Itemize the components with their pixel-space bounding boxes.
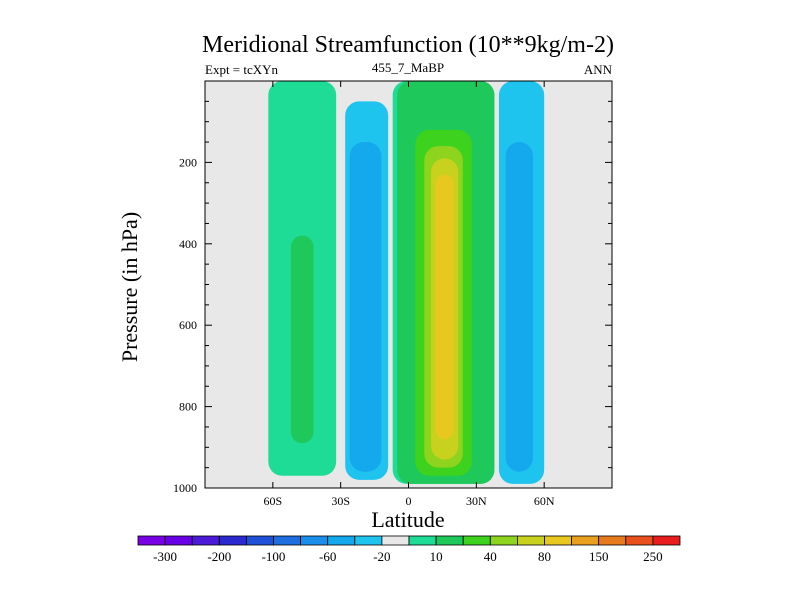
colorbar-swatch [435,535,464,546]
y-tick-label: 600 [179,318,197,332]
x-tick-label: 60N [534,494,555,508]
colorbar-label: 80 [538,549,551,564]
x-axis-label: Latitude [371,507,444,532]
contour-fill-11 [505,142,533,472]
contour-fills [268,81,545,484]
chart-title: Meridional Streamfunction (10**9kg/m-2) [202,32,614,58]
contour-fill-3 [349,142,382,472]
x-tick-label: 0 [406,494,412,508]
colorbar-swatch [164,535,193,546]
colorbar-swatch [625,535,654,546]
colorbar-label: 150 [589,549,609,564]
y-tick-label: 1000 [173,481,197,495]
colorbar-swatch [300,535,329,546]
colorbar-label: -300 [153,549,177,564]
x-axis-ticks: 60S 30S 0 30N 60N [263,81,555,508]
colorbar-label: -100 [262,549,286,564]
colorbar-labels: -300 -200 -100 -60 -20 10 40 80 150 250 [153,549,662,564]
x-tick-label: 30N [466,494,487,508]
colorbar-label: 40 [484,549,497,564]
y-axis-label: Pressure (in hPa) [117,212,142,362]
colorbar-swatch [408,535,437,546]
colorbar-label: -20 [373,549,390,564]
x-tick-label: 30S [331,494,350,508]
contour-fill-1 [290,235,314,444]
colorbar-swatch [354,535,383,546]
colorbar-label: -60 [319,549,336,564]
colorbar [137,535,681,546]
contour-fill-9 [435,174,454,440]
colorbar-label: 250 [643,549,663,564]
colorbar-swatch [544,535,573,546]
colorbar-swatch [137,535,166,546]
x-tick-label: 60S [263,494,282,508]
chart-subtitle-right: ANN [584,62,613,77]
colorbar-label: 10 [430,549,443,564]
chart-subtitle-center: 455_7_MaBP [372,60,444,75]
colorbar-swatch [381,535,410,546]
y-axis-ticks: 200 400 600 800 1000 [173,100,612,495]
colorbar-swatch [598,535,627,546]
colorbar-swatch [571,535,600,546]
colorbar-swatch [462,535,491,546]
chart-subtitle-left: Expt = tcXYn [205,62,279,77]
colorbar-swatch [273,535,302,546]
colorbar-swatch [489,535,518,546]
colorbar-label: -200 [207,549,231,564]
colorbar-swatch [517,535,545,546]
colorbar-swatch [327,535,356,546]
colorbar-swatch [218,535,247,546]
colorbar-swatch [652,535,681,546]
y-tick-label: 200 [179,155,197,169]
colorbar-swatch [245,535,274,546]
y-tick-label: 400 [179,237,197,251]
colorbar-swatch [191,535,220,546]
y-tick-label: 800 [179,400,197,414]
